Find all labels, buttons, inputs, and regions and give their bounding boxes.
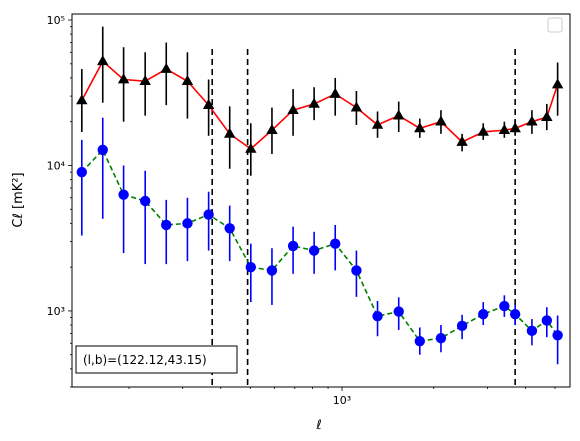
data-point-triangle [266,123,278,134]
data-point-circle [478,308,489,320]
data-point-circle [509,308,521,320]
data-point-circle [139,195,151,207]
y-axis-label: Cℓ [mK²] [11,172,26,227]
data-point-circle [435,332,447,344]
data-point-triangle [509,122,521,133]
data-point-triangle [541,110,553,121]
data-point-circle [224,223,235,234]
data-point-triangle [498,123,511,134]
plot-frame [71,13,571,388]
data-point-circle [118,189,129,200]
x-tick-label: 10³ [333,394,351,407]
x-axis-label: ℓ [315,418,321,433]
data-point-circle [203,209,214,220]
plot-layer [76,26,564,387]
data-point-circle [266,265,278,276]
data-point-circle [182,218,193,229]
data-point-circle [76,166,88,178]
data-point-triangle [551,78,564,89]
data-point-circle [287,240,299,252]
data-point-triangle [456,135,468,146]
y-tick-label: 10³ [47,305,65,318]
legend-box [547,17,563,33]
y-tick-label: 10⁴ [47,159,66,172]
data-point-triangle [393,109,405,120]
data-point-circle [456,320,468,332]
data-point-triangle [371,118,384,129]
data-point-circle [308,245,320,256]
data-point-circle [372,311,383,322]
data-point-circle [330,238,341,249]
data-point-triangle [181,74,194,85]
data-point-triangle [329,87,341,98]
data-point-triangle [526,115,538,126]
annotation-box: (l,b)=(122.12,43.15) [75,345,238,374]
data-point-triangle [414,122,426,133]
data-point-triangle [477,125,489,136]
data-point-triangle [202,98,215,109]
data-point-circle [245,261,257,273]
data-point-triangle [350,101,363,112]
annotation-text: (l,b)=(122.12,43.15) [83,353,207,367]
axis-layer: 10³ 10³ 10⁴ 10⁵ [47,14,556,407]
data-point-triangle [245,142,257,153]
data-point-triangle [76,94,88,105]
data-point-circle [161,219,172,231]
data-point-triangle [308,97,320,108]
data-point-triangle [287,103,299,115]
data-point-circle [393,306,404,317]
data-point-triangle [223,127,236,138]
data-point-circle [414,335,425,347]
data-point-circle [541,315,553,326]
data-point-circle [499,300,510,312]
y-tick-label: 10⁵ [47,14,65,27]
data-point-circle [97,144,108,156]
data-point-triangle [435,115,447,126]
data-point-circle [552,330,563,341]
data-point-triangle [139,74,151,85]
data-point-triangle [160,62,172,73]
data-point-triangle [117,73,130,84]
data-point-circle [526,325,538,337]
data-point-triangle [97,55,109,66]
data-point-circle [351,265,362,276]
